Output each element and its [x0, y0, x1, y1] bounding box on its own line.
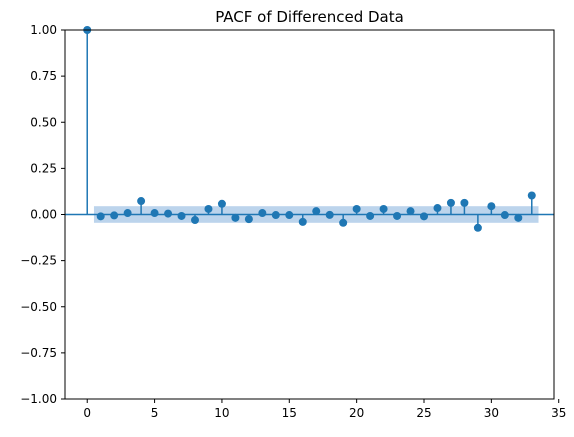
x-tick-label-0: 0: [83, 406, 91, 420]
marker-lag-26: [433, 204, 442, 213]
x-tick-label-5: 5: [151, 406, 159, 420]
marker-lag-7: [177, 211, 186, 220]
y-tick-label-4: 0.00: [30, 208, 57, 222]
y-tick-label-7: 0.75: [30, 69, 57, 83]
marker-lag-12: [244, 215, 253, 224]
marker-lag-18: [325, 210, 334, 219]
marker-lag-4: [137, 197, 146, 206]
marker-lag-17: [312, 207, 321, 216]
y-tick-label-2: −0.50: [20, 300, 57, 314]
marker-lag-8: [190, 216, 199, 225]
marker-lag-30: [487, 202, 496, 211]
marker-lag-28: [460, 198, 469, 207]
y-tick-label-5: 0.25: [30, 161, 57, 175]
marker-lag-11: [231, 213, 240, 222]
y-tick-label-0: −1.00: [20, 392, 57, 406]
marker-lag-33: [527, 191, 536, 200]
y-tick-label-8: 1.00: [30, 23, 57, 37]
marker-lag-13: [258, 209, 267, 218]
x-tick-label-10: 10: [214, 406, 229, 420]
marker-lag-20: [352, 204, 361, 213]
x-tick-label-20: 20: [349, 406, 364, 420]
marker-lag-23: [393, 211, 402, 220]
x-tick-label-35: 35: [551, 406, 566, 420]
marker-lag-15: [285, 211, 294, 220]
marker-lag-25: [420, 212, 429, 221]
marker-lag-5: [150, 209, 159, 218]
marker-lag-21: [366, 211, 375, 220]
plot-frame: [64, 29, 555, 400]
y-tick-label-1: −0.75: [20, 346, 57, 360]
chart-title: PACF of Differenced Data: [215, 8, 404, 26]
y-tick-label-6: 0.50: [30, 115, 57, 129]
marker-lag-22: [379, 204, 388, 213]
marker-lag-27: [446, 198, 455, 207]
marker-lag-6: [164, 209, 173, 218]
marker-lag-1: [96, 212, 105, 221]
marker-lag-10: [217, 199, 226, 208]
x-tick-label-30: 30: [484, 406, 499, 420]
marker-lag-3: [123, 209, 132, 218]
y-tick-label-3: −0.25: [20, 254, 57, 268]
marker-lag-32: [514, 213, 523, 222]
marker-lag-14: [271, 211, 280, 220]
x-tick-label-15: 15: [282, 406, 297, 420]
marker-lag-9: [204, 204, 213, 213]
marker-lag-19: [339, 218, 348, 227]
x-tick-label-25: 25: [416, 406, 431, 420]
marker-lag-31: [500, 211, 509, 220]
marker-lag-29: [473, 223, 482, 232]
plot-layer: 0 5 10 15 20 25 30 35 −1.00 −0.75 −0.50 −0.25 0.00 0.…: [20, 23, 566, 420]
marker-lag-2: [110, 211, 119, 220]
marker-lag-24: [406, 207, 415, 216]
marker-lag-16: [298, 217, 307, 226]
